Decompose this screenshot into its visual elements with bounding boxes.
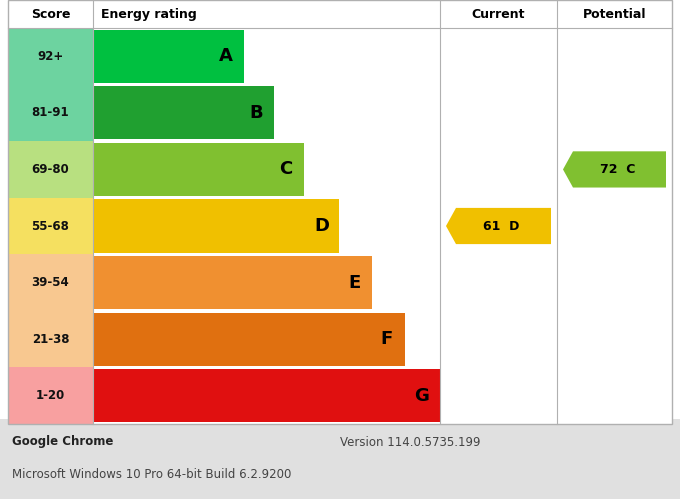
Bar	[93, 141, 440, 198]
Text: 1-20: 1-20	[36, 389, 65, 402]
Text: D: D	[314, 217, 329, 235]
Text: Microsoft Windows 10 Pro 64-bit Build 6.2.9200: Microsoft Windows 10 Pro 64-bit Build 6.…	[12, 468, 291, 481]
Text: F: F	[381, 330, 393, 348]
Bar	[93, 28, 440, 84]
Text: B: B	[250, 104, 263, 122]
Text: 69-80: 69-80	[32, 163, 69, 176]
Bar	[8, 311, 93, 367]
Bar	[0, 419, 680, 499]
Bar	[440, 28, 557, 84]
Bar	[557, 367, 672, 424]
Text: 81-91: 81-91	[32, 106, 69, 119]
Text: E: E	[348, 273, 360, 291]
Bar	[440, 311, 557, 367]
Bar	[93, 369, 440, 422]
Bar	[8, 0, 672, 424]
Bar	[557, 84, 672, 141]
Polygon shape	[563, 151, 666, 188]
Bar	[8, 28, 93, 84]
Bar	[93, 198, 440, 254]
Bar	[440, 254, 557, 311]
Bar	[93, 367, 440, 424]
Polygon shape	[446, 208, 551, 244]
Bar	[8, 141, 93, 198]
Bar	[93, 312, 405, 366]
Bar	[557, 28, 672, 84]
Text: Current: Current	[472, 7, 525, 20]
Bar	[93, 143, 304, 196]
Bar	[93, 84, 440, 141]
Bar	[8, 367, 93, 424]
Bar	[93, 311, 440, 367]
Text: A: A	[219, 47, 233, 65]
Bar	[557, 141, 672, 198]
Text: 92+: 92+	[37, 50, 64, 63]
Bar	[440, 367, 557, 424]
Bar	[440, 141, 557, 198]
Bar	[93, 30, 244, 83]
Bar	[8, 84, 93, 141]
Text: Potential: Potential	[583, 7, 646, 20]
Bar	[8, 198, 93, 254]
Text: 61  D: 61 D	[483, 220, 520, 233]
Bar	[93, 254, 440, 311]
Bar	[8, 254, 93, 311]
Bar	[557, 198, 672, 254]
Text: Score: Score	[31, 7, 70, 20]
Text: 21-38: 21-38	[32, 333, 69, 346]
Text: 55-68: 55-68	[31, 220, 69, 233]
Text: Google Chrome: Google Chrome	[12, 436, 114, 449]
Bar	[440, 84, 557, 141]
Text: 72  C: 72 C	[600, 163, 635, 176]
Bar	[557, 311, 672, 367]
Text: 39-54: 39-54	[32, 276, 69, 289]
Text: G: G	[415, 387, 430, 405]
Bar	[557, 254, 672, 311]
Bar	[440, 198, 557, 254]
Bar	[93, 200, 339, 252]
Bar	[93, 256, 372, 309]
Text: Version 114.0.5735.199: Version 114.0.5735.199	[340, 436, 481, 449]
Bar	[93, 86, 274, 139]
Text: Energy rating: Energy rating	[101, 7, 197, 20]
Bar	[8, 0, 672, 28]
Text: C: C	[279, 161, 293, 179]
